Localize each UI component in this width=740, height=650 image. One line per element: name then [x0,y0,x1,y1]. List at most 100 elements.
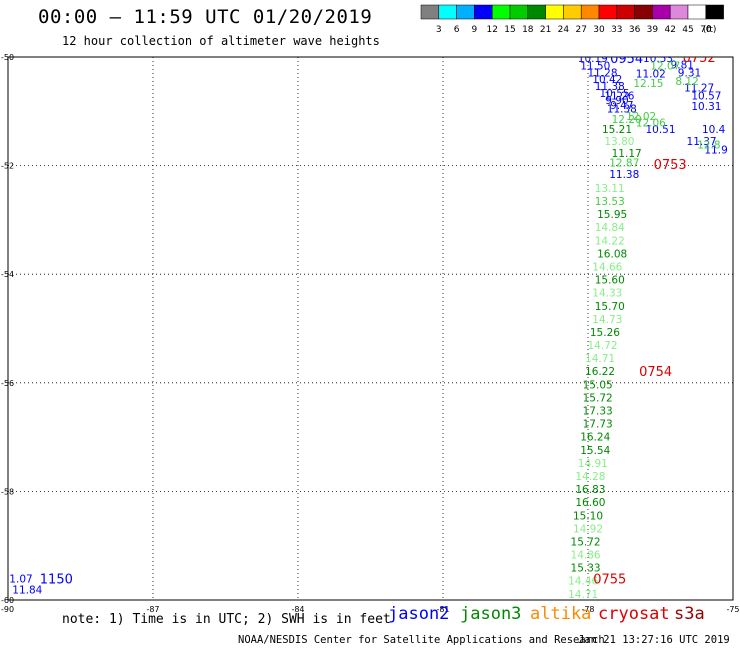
swh-value-label: 15.33 [571,563,601,575]
color-scale-label: 24 [558,25,570,35]
swh-value-label: 15.70 [595,301,625,313]
legend-s3a: s3a [674,604,705,624]
legend-jason3: jason3 [460,604,522,624]
chart-subtitle: 12 hour collection of altimeter wave hei… [62,34,380,48]
swh-value-label: 9.31 [678,67,701,79]
credit-text: NOAA/NESDIS Center for Satellite Applica… [238,634,605,646]
color-scale-label: 42 [664,25,675,35]
swh-value-label: 15.10 [573,510,603,522]
swh-value-label: 14.86 [571,550,601,562]
x-tick-label: -75 [726,605,739,614]
color-scale-label: 15 [504,25,515,35]
color-scale-label: 33 [611,25,622,35]
y-tick-label: -58 [1,487,14,496]
swh-value-label: 16.24 [580,432,610,444]
swh-value-label: 15.05 [583,379,613,391]
swh-value-label: 17.33 [583,406,613,418]
swh-value-label: 11.02 [636,69,666,81]
color-scale-label: 27 [575,25,586,35]
swh-value-label: 17.73 [583,419,613,431]
swh-value-label: 12.20 [612,114,642,126]
swh-value-label: 12.8 [697,139,720,151]
swh-value-label: 14.46 [568,576,598,588]
swh-value-label: 10.51 [645,124,675,136]
swh-value-label: 16.83 [575,484,605,496]
swh-value-label: 11.38 [609,169,639,181]
swh-value-label: 11.9 [704,145,727,157]
swh-value-label: 12.87 [609,158,639,170]
x-corner-label: -90 [1,605,14,614]
y-tick-label: -56 [1,379,14,388]
swh-value-label: 11.27 [684,83,714,95]
swh-value-label: 14.71 [568,589,598,601]
swh-value-label: 14.66 [592,261,622,273]
swh-value-label: 11.37 [687,136,717,148]
swh-value-label: 10.53 [643,53,673,65]
swh-value-label: 14.28 [575,471,605,483]
swh-value-label: 9.47 [610,100,633,112]
swh-value-label: 11.26 [604,90,634,102]
swh-value-label: 9.81 [671,59,694,71]
note-text: note: 1) Time is in UTC; 2) SWH is in fe… [62,612,391,627]
pass-time-label: 0954 [610,52,643,67]
swh-value-label: 15.26 [590,327,620,339]
swh-value-label: 9.90 [605,95,628,107]
swh-value-label: 12.06 [636,117,666,129]
x-tick-label: -78 [581,605,594,614]
plot-frame [7,56,734,601]
legend-cryosat: cryosat [598,604,670,624]
swh-value-label: 12.15 [633,78,663,90]
color-scale-label: 3 [436,25,442,35]
pass-time-label: 0752 [683,51,716,66]
swh-value-label: 13.80 [604,136,634,148]
swh-value-label: 10.57 [691,90,721,102]
pass-time-label: 1150 [40,573,73,588]
pass-time-label: 0753 [654,158,687,173]
swh-value-label: 14.22 [595,235,625,247]
color-scale-legend: 3 6 9 12 15 18 21 24 27 30 33 36 39 42 45 70(ft) [420,4,724,35]
swh-value-label: 15.60 [595,275,625,287]
color-swatch [705,4,724,20]
swh-value-label: 11.38 [595,81,625,93]
color-scale-label: 9 [472,25,478,35]
color-scale-unit: (ft) [703,25,717,35]
swh-value-label: 15.95 [597,209,627,221]
swh-value-label: 11.38 [607,103,637,115]
color-scale-label: 18 [522,25,534,35]
swh-value-label: 11.84 [12,584,42,596]
chart-title: 00:00 – 11:59 UTC 01/20/2019 [38,6,373,28]
color-scale-label: 39 [647,25,659,35]
swh-value-label: 14.33 [592,288,622,300]
swh-value-label: 14.92 [573,523,603,535]
y-tick-label: -54 [1,270,14,279]
x-tick-label: -81 [436,605,449,614]
color-scale-label: 6 [454,25,460,35]
pass-time-label: 0755 [593,573,626,588]
pass-time-label: 0754 [639,365,672,380]
swh-value-label: 14.71 [585,353,615,365]
swh-value-label: 15.72 [571,536,601,548]
swh-value-label: 15.54 [580,445,610,457]
swh-value-label: 11.07 [3,574,33,586]
swh-value-label: 10.4 [702,124,726,136]
color-scale-label: 36 [629,25,641,35]
swh-value-label: 16.08 [597,248,627,260]
swh-value-label: 12.02 [626,111,656,123]
color-scale-label: 21 [540,25,551,35]
swh-value-label: 10.55 [600,88,630,100]
x-tick-label: -84 [291,605,304,614]
swh-value-label: 16.60 [575,497,605,509]
swh-value-label: 11.50 [580,61,610,73]
color-scale-label: 30 [593,25,605,35]
y-tick-label: -52 [1,162,14,171]
legend-altika: altika [530,604,592,624]
swh-value-label: 8.12 [675,76,698,88]
swh-value-label: 15.21 [602,124,632,136]
swh-value-label: 14.73 [592,314,622,326]
swh-value-label: 13.11 [595,183,625,195]
swh-value-label: 10.42 [592,74,622,86]
legend-jason2: jason2 [388,604,450,624]
x-tick-label: -87 [146,605,159,614]
swh-value-label: 14.72 [587,340,617,352]
